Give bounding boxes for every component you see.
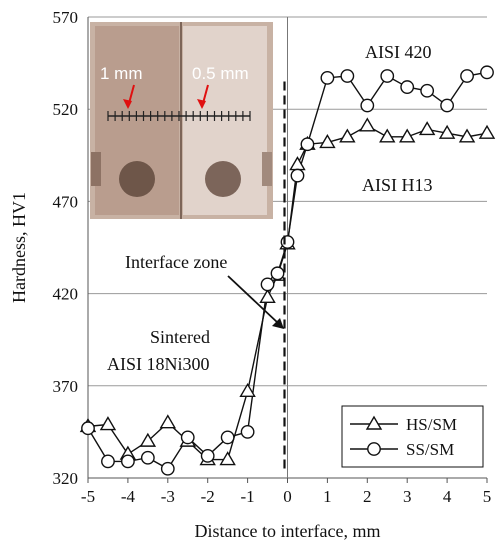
inset-notch-right <box>262 152 272 186</box>
y-tick-label: 370 <box>53 377 79 396</box>
x-tick-label: 0 <box>283 487 292 506</box>
annotation-aisi-420: AISI 420 <box>365 42 432 62</box>
x-tick-label: -5 <box>81 487 95 506</box>
data-point-hs-sm <box>339 128 356 143</box>
data-point-ss-sm <box>440 98 454 113</box>
data-point-ss-sm <box>290 168 305 183</box>
annotation-aisi-18ni300: AISI 18Ni300 <box>107 354 210 374</box>
data-point-ss-sm <box>400 80 415 94</box>
data-point-hs-sm <box>259 288 276 303</box>
y-tick-label: 320 <box>53 469 79 488</box>
axes: 320 370 420 470 520 570 -5 -4 -3 -2 -1 0 1 2 3 4 5 Distan… <box>9 8 491 541</box>
legend-label: HS/SM <box>406 415 457 434</box>
data-point-hs-sm <box>99 416 117 431</box>
data-point-ss-sm <box>360 98 375 113</box>
data-point-ss-sm <box>320 70 335 85</box>
x-tick-label: 4 <box>443 487 452 506</box>
data-point-hs-sm <box>219 451 236 466</box>
y-tick-label: 470 <box>53 192 79 211</box>
data-point-ss-sm <box>270 266 285 281</box>
x-tick-label: 1 <box>323 487 332 506</box>
x-tick-label: 5 <box>483 487 492 506</box>
legend-marker <box>367 442 381 456</box>
data-point-hs-sm <box>159 414 177 429</box>
data-point-hs-sm <box>478 124 496 139</box>
data-point-hs-sm <box>438 124 456 139</box>
x-tick-label: 2 <box>363 487 372 506</box>
legend-label: SS/SM <box>406 440 454 459</box>
data-point-ss-sm <box>380 69 395 83</box>
x-tick-label: -1 <box>241 487 255 506</box>
annotation-aisi-h13: AISI H13 <box>362 175 433 195</box>
inset-hole-right <box>205 161 241 197</box>
data-point-ss-sm <box>220 430 235 445</box>
inset-hole-left <box>119 161 155 197</box>
inset-scale-label-1mm: 1 mm <box>100 64 143 83</box>
inset-notch-left <box>91 152 101 186</box>
data-point-ss-sm <box>81 421 95 436</box>
data-point-hs-sm <box>139 432 157 447</box>
annotations: AISI 420 AISI H13 Interface zone Sintered AI… <box>107 42 433 469</box>
inset-scale-label-0-5mm: 0.5 mm <box>192 64 249 83</box>
interface-zone-arrowhead <box>272 318 284 329</box>
data-point-hs-sm <box>418 121 436 136</box>
data-point-ss-sm <box>280 235 295 249</box>
series-layer <box>79 65 496 476</box>
data-point-hs-sm <box>379 128 396 143</box>
interface-zone-arrow <box>227 275 279 324</box>
data-point-ss-sm <box>460 69 474 83</box>
data-point-ss-sm <box>200 448 215 463</box>
legend-marker <box>365 415 383 430</box>
data-point-ss-sm <box>420 83 435 98</box>
y-tick-label: 420 <box>53 285 79 304</box>
data-point-hs-sm <box>239 382 256 398</box>
inset-red-arrowhead <box>123 99 132 109</box>
data-point-ss-sm <box>160 461 175 476</box>
inset-photo: 1 mm 0.5 mm <box>90 22 273 219</box>
data-point-ss-sm <box>260 277 275 292</box>
data-point-hs-sm <box>458 128 476 143</box>
x-tick-label: -4 <box>121 487 136 506</box>
inset-red-arrowhead <box>197 99 206 109</box>
x-axis-label: Distance to interface, mm <box>195 521 381 541</box>
data-point-ss-sm <box>340 69 355 83</box>
y-tick-label: 520 <box>53 100 79 119</box>
data-point-ss-sm <box>180 430 195 445</box>
data-point-hs-sm <box>359 117 376 132</box>
legend-box <box>341 405 484 468</box>
y-axis-label: Hardness, HV1 <box>9 192 29 303</box>
data-point-ss-sm <box>121 454 135 469</box>
data-point-hs-sm <box>398 128 416 143</box>
data-point-ss-sm <box>101 454 115 469</box>
annotation-interface-zone: Interface zone <box>125 252 227 272</box>
y-tick-label: 570 <box>53 8 79 27</box>
data-point-ss-sm <box>240 424 255 439</box>
x-tick-label: -3 <box>161 487 175 506</box>
x-tick-label: 3 <box>403 487 412 506</box>
data-point-ss-sm <box>300 137 315 152</box>
data-point-hs-sm <box>319 134 336 149</box>
data-point-ss-sm <box>480 65 494 80</box>
legend: HS/SM SS/SM <box>341 405 484 468</box>
annotation-sintered: Sintered <box>150 327 210 347</box>
data-point-ss-sm <box>140 450 155 465</box>
x-tick-label: -2 <box>201 487 215 506</box>
